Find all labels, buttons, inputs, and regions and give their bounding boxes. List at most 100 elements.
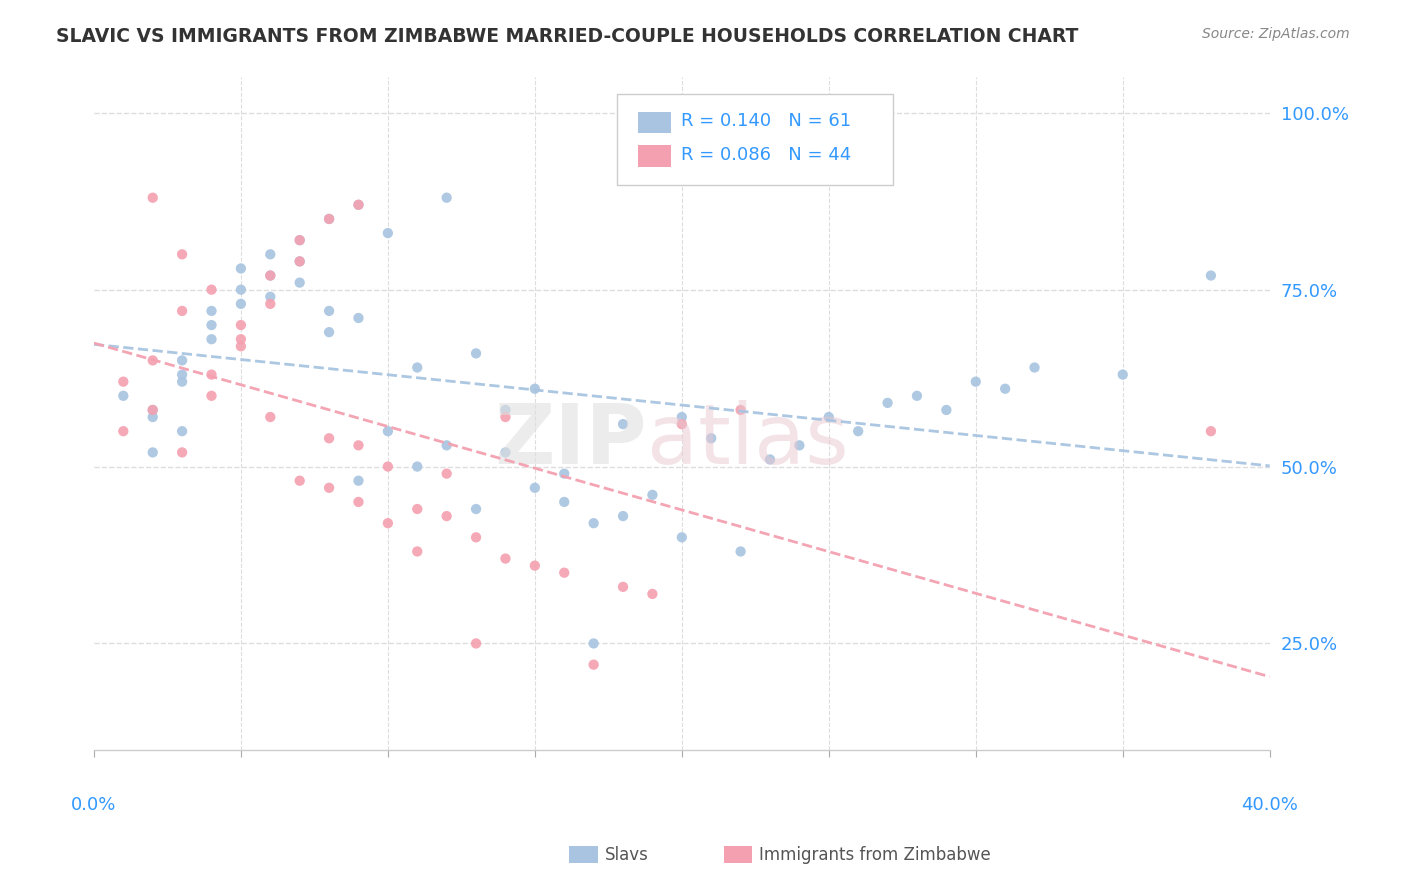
Point xyxy=(172,445,194,459)
Point xyxy=(700,431,723,445)
Point xyxy=(318,304,340,318)
Point xyxy=(288,254,311,268)
Point xyxy=(377,459,399,474)
Point xyxy=(671,417,693,431)
Point xyxy=(553,495,575,509)
Text: 0.0%: 0.0% xyxy=(72,796,117,814)
Point xyxy=(876,396,898,410)
Point xyxy=(347,495,370,509)
Point xyxy=(172,375,194,389)
Text: R = 0.140   N = 61: R = 0.140 N = 61 xyxy=(681,112,851,130)
Point xyxy=(112,375,135,389)
Point xyxy=(347,198,370,212)
Text: 40.0%: 40.0% xyxy=(1241,796,1298,814)
Text: ZIP: ZIP xyxy=(494,400,647,481)
Point xyxy=(347,474,370,488)
Point xyxy=(494,551,516,566)
Point xyxy=(142,353,165,368)
Point xyxy=(612,417,634,431)
Point xyxy=(112,389,135,403)
Point xyxy=(436,509,458,524)
Point xyxy=(994,382,1017,396)
Point xyxy=(730,403,752,417)
Point xyxy=(406,360,429,375)
Point xyxy=(142,191,165,205)
Point xyxy=(318,431,340,445)
Point xyxy=(142,403,165,417)
Point xyxy=(229,318,252,332)
Point xyxy=(465,346,488,360)
Point xyxy=(142,445,165,459)
Point xyxy=(1112,368,1135,382)
Point xyxy=(229,332,252,346)
Point xyxy=(641,488,664,502)
Point xyxy=(229,261,252,276)
Text: R = 0.086   N = 44: R = 0.086 N = 44 xyxy=(681,145,851,164)
Point xyxy=(259,290,281,304)
Point xyxy=(494,445,516,459)
FancyBboxPatch shape xyxy=(617,95,893,185)
Point xyxy=(465,502,488,516)
Point xyxy=(172,247,194,261)
Point xyxy=(259,247,281,261)
Point xyxy=(259,268,281,283)
Text: atlas: atlas xyxy=(647,400,848,481)
Point xyxy=(112,424,135,438)
Point xyxy=(465,636,488,650)
Point xyxy=(172,304,194,318)
Point xyxy=(553,566,575,580)
Point xyxy=(465,530,488,544)
Point xyxy=(377,424,399,438)
Point xyxy=(523,382,546,396)
Point xyxy=(200,332,222,346)
Point xyxy=(288,276,311,290)
Point xyxy=(789,438,811,452)
Point xyxy=(582,636,605,650)
Point xyxy=(905,389,928,403)
Point xyxy=(1024,360,1046,375)
Point xyxy=(1199,424,1222,438)
Point xyxy=(142,403,165,417)
Point xyxy=(318,325,340,339)
Point xyxy=(730,544,752,558)
Point xyxy=(817,410,839,425)
Point xyxy=(229,283,252,297)
Point xyxy=(259,410,281,425)
Point xyxy=(377,516,399,531)
Point xyxy=(1199,268,1222,283)
FancyBboxPatch shape xyxy=(638,145,671,167)
Point xyxy=(377,226,399,240)
Point xyxy=(318,481,340,495)
Point xyxy=(142,410,165,425)
Point xyxy=(582,516,605,531)
Point xyxy=(347,310,370,325)
Point xyxy=(172,424,194,438)
Point xyxy=(259,297,281,311)
Point xyxy=(406,544,429,558)
Point xyxy=(172,353,194,368)
Point xyxy=(347,198,370,212)
Point xyxy=(671,530,693,544)
Point xyxy=(846,424,869,438)
Text: SLAVIC VS IMMIGRANTS FROM ZIMBABWE MARRIED-COUPLE HOUSEHOLDS CORRELATION CHART: SLAVIC VS IMMIGRANTS FROM ZIMBABWE MARRI… xyxy=(56,27,1078,45)
Point xyxy=(436,467,458,481)
Point xyxy=(406,502,429,516)
Point xyxy=(612,580,634,594)
Point xyxy=(436,438,458,452)
Point xyxy=(523,558,546,573)
Point xyxy=(200,318,222,332)
Point xyxy=(200,368,222,382)
Point xyxy=(172,368,194,382)
Point xyxy=(288,233,311,247)
Point xyxy=(965,375,987,389)
Point xyxy=(259,268,281,283)
Point xyxy=(229,339,252,353)
Point xyxy=(200,283,222,297)
Point xyxy=(200,389,222,403)
Text: Slavs: Slavs xyxy=(605,846,648,863)
Point xyxy=(494,403,516,417)
Point xyxy=(229,297,252,311)
Point xyxy=(288,233,311,247)
Point xyxy=(318,211,340,226)
Point xyxy=(582,657,605,672)
